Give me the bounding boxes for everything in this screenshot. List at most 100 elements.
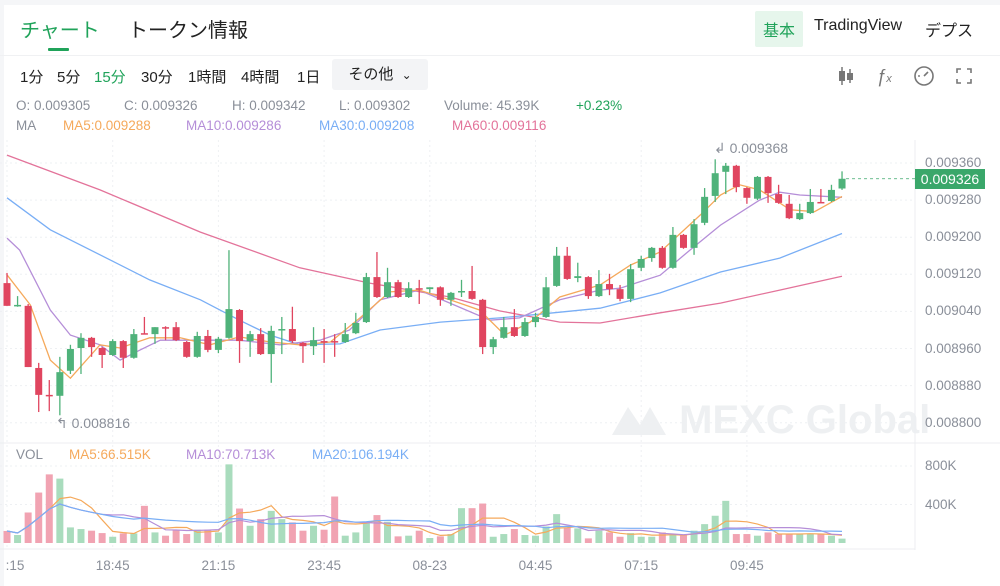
time-tick-label: 08-23 — [412, 558, 448, 573]
timeframe-15m[interactable]: 15分 — [94, 69, 126, 86]
price-tick-label: 0.009200 — [925, 229, 982, 245]
ma60-line — [6, 154, 843, 324]
candlestick-type-icon[interactable] — [834, 64, 858, 88]
timeframe-1h[interactable]: 1時間 — [188, 69, 227, 86]
volume-bar — [14, 535, 22, 543]
volume-bar — [743, 534, 751, 543]
timeframe-30m[interactable]: 30分 — [141, 69, 173, 86]
candle-body — [320, 341, 328, 343]
volume-bar — [362, 522, 370, 543]
indicator-fx-icon[interactable]: ƒx — [876, 66, 892, 86]
chart-panel — [4, 5, 1000, 586]
volume-bar — [405, 535, 413, 543]
candle-body — [88, 337, 96, 348]
more-timeframes-dropdown[interactable]: その他 ⌄ — [332, 59, 428, 90]
price-tick-label: 0.009120 — [925, 266, 982, 282]
volume-bar — [331, 496, 339, 543]
tab-token-info[interactable]: トークン情報 — [128, 20, 248, 42]
gauge-settings-icon[interactable] — [912, 64, 936, 88]
volume-bar — [267, 510, 275, 543]
volume-bar — [827, 535, 835, 543]
candle-body — [563, 255, 571, 279]
volume-bar — [288, 522, 296, 543]
timeframe-1m[interactable]: 1分 — [20, 69, 44, 86]
candle-body — [637, 258, 645, 268]
timeframe-5m[interactable]: 5分 — [57, 69, 81, 86]
close-value: C: 0.009326 — [124, 98, 198, 113]
candle-body — [753, 176, 761, 199]
candle-body — [764, 176, 772, 194]
volume-bar — [510, 529, 518, 543]
candle-body — [796, 213, 804, 220]
candle-body — [426, 287, 434, 290]
volume-bar — [109, 536, 117, 543]
volume-bar — [711, 515, 719, 543]
candle-body — [331, 341, 339, 343]
volume-bar — [584, 538, 592, 543]
volume-bar — [489, 536, 497, 543]
min-price-marker: ↰ 0.008816 — [56, 415, 130, 432]
volume-bar — [627, 533, 635, 543]
volume-bar — [542, 526, 550, 543]
candle-body — [98, 348, 106, 355]
candle-body — [214, 338, 222, 350]
volume-bar — [119, 533, 127, 543]
tab-chart[interactable]: チャート — [20, 20, 100, 42]
candle-body — [362, 277, 370, 323]
volume-bar — [436, 536, 444, 543]
volume-bar — [563, 527, 571, 543]
candle-body — [838, 178, 846, 189]
ma-label: MA — [16, 118, 37, 133]
high-value: H: 0.009342 — [232, 98, 306, 113]
volume-tick-label: 800K — [925, 458, 957, 473]
candle-body — [827, 189, 835, 202]
view-depth-button[interactable]: デプス — [925, 23, 974, 40]
timeframe-1d[interactable]: 1日 — [297, 69, 321, 86]
candle-body — [310, 340, 318, 347]
candle-body — [584, 277, 592, 297]
candle-body — [35, 367, 43, 395]
fullscreen-icon[interactable] — [952, 64, 976, 88]
vol-ma5-legend: MA5:66.515K — [69, 447, 151, 462]
volume-bar — [299, 530, 307, 543]
candle-body — [574, 276, 582, 279]
volume-bar — [806, 534, 814, 543]
view-basic-button[interactable]: 基本 — [755, 11, 804, 47]
volume-bar — [394, 536, 402, 543]
candle-body — [193, 335, 201, 357]
timeframe-4h[interactable]: 4時間 — [241, 69, 280, 86]
vol-ma20-line — [6, 503, 843, 534]
candle-body — [690, 224, 698, 248]
header-divider — [0, 55, 1000, 56]
time-tick-label: 07:15 — [624, 558, 659, 573]
watermark-logo: MEXC Global — [610, 398, 930, 443]
vol-ma10-legend: MA10:70.713K — [186, 447, 276, 462]
price-tick-label: 0.008960 — [925, 340, 982, 356]
volume-bar — [172, 529, 180, 543]
time-tick-label: :15 — [5, 558, 25, 573]
volume-value: Volume: 45.39K — [444, 98, 540, 113]
candle-body — [225, 309, 233, 338]
candle-body — [288, 329, 296, 342]
volume-bar — [669, 534, 677, 543]
candle-body — [24, 305, 32, 368]
candle-body — [130, 334, 138, 358]
candle-body — [458, 290, 466, 293]
volume-bar — [796, 534, 804, 543]
view-tradingview-button[interactable]: TradingView — [814, 17, 903, 34]
volume-bar — [130, 533, 138, 543]
candle-body — [468, 290, 476, 299]
vol-ma20-legend: MA20:106.194K — [312, 447, 409, 462]
volume-bar — [605, 532, 613, 543]
volume-bar — [764, 532, 772, 543]
candle-body — [817, 201, 825, 204]
volume-bar — [236, 508, 244, 543]
candle-body — [162, 327, 170, 329]
low-value: L: 0.009302 — [339, 98, 411, 113]
candle-body — [151, 327, 159, 335]
candle-body — [299, 342, 307, 347]
volume-bar — [817, 534, 825, 543]
candle-body — [77, 337, 85, 349]
candle-body — [785, 203, 793, 219]
